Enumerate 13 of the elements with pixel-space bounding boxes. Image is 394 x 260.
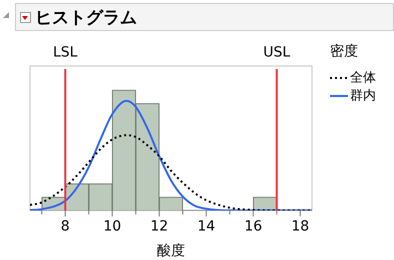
x-tick-label: 14 bbox=[197, 218, 216, 234]
ref-line-label: USL bbox=[263, 44, 290, 61]
x-axis-title: 酸度 bbox=[157, 243, 185, 260]
chart-title: ヒストグラム bbox=[35, 6, 137, 28]
x-tick-label: 8 bbox=[60, 218, 70, 234]
x-tick-label: 16 bbox=[244, 218, 262, 234]
legend-label: 群内 bbox=[350, 88, 376, 104]
x-tick-label: 18 bbox=[291, 218, 310, 234]
legend-title: 密度 bbox=[330, 44, 358, 60]
ref-line-label: LSL bbox=[53, 44, 78, 61]
legend-label: 全体 bbox=[350, 70, 376, 86]
x-tick-label: 12 bbox=[150, 218, 168, 234]
x-tick-label: 10 bbox=[103, 218, 122, 234]
